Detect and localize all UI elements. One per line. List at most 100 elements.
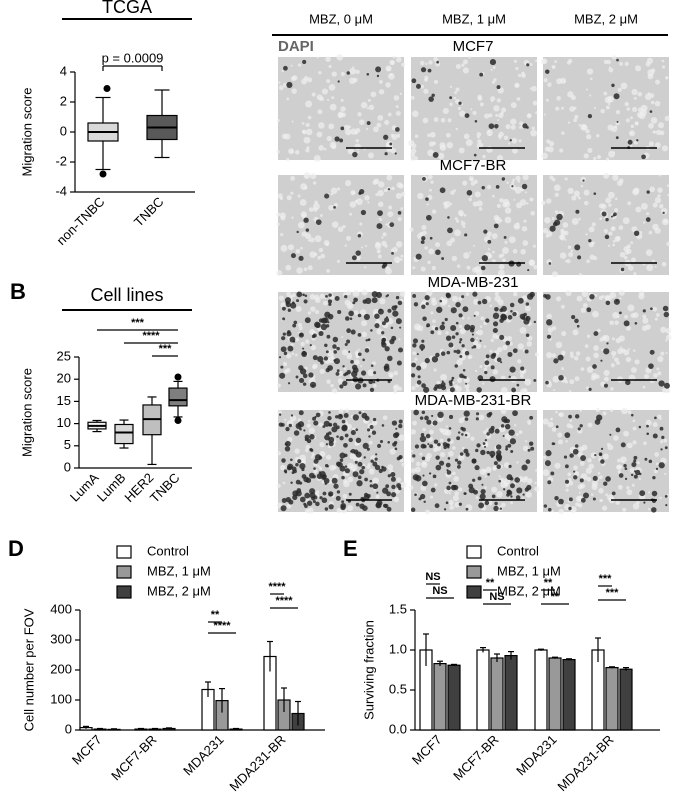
nucleus: [476, 443, 481, 448]
cell-ghost: [464, 383, 470, 389]
nucleus: [281, 336, 286, 341]
nucleus: [453, 485, 459, 491]
cell-ghost: [567, 187, 574, 195]
cell-ghost: [443, 201, 448, 206]
nucleus: [412, 343, 417, 348]
nucleus: [434, 327, 439, 331]
cell-ghost: [368, 152, 374, 159]
cell-ghost: [603, 228, 608, 234]
nucleus: [489, 59, 497, 66]
nucleus: [332, 422, 338, 427]
nucleus: [327, 313, 334, 320]
cell-ghost: [340, 106, 346, 112]
nucleus: [284, 442, 288, 446]
cell-ghost: [301, 78, 308, 85]
cell-ghost: [337, 226, 344, 233]
nucleus: [366, 73, 370, 76]
nucleus: [371, 297, 378, 304]
cell-ghost: [376, 122, 382, 128]
cell-ghost: [439, 451, 446, 458]
nucleus: [493, 505, 499, 512]
cell-ghost: [614, 208, 619, 213]
cell-ghost: [488, 133, 491, 136]
cell-ghost: [318, 70, 322, 75]
nucleus: [427, 68, 432, 73]
nucleus: [420, 240, 425, 245]
nucleus: [341, 475, 345, 480]
nucleus: [568, 497, 573, 502]
cell-ghost: [607, 444, 614, 451]
cell-ghost: [484, 486, 487, 490]
cell-ghost: [597, 328, 601, 333]
nucleus: [641, 154, 646, 160]
nucleus: [344, 294, 348, 299]
nucleus: [511, 185, 514, 188]
nucleus: [387, 308, 392, 313]
cell-ghost: [598, 488, 604, 494]
cell-ghost: [631, 88, 638, 96]
cell-ghost: [651, 259, 655, 263]
cell-ghost: [634, 65, 642, 72]
nucleus: [458, 313, 463, 318]
nucleus: [364, 348, 370, 353]
cell-ghost: [279, 212, 286, 219]
nucleus: [648, 363, 654, 369]
nucleus: [413, 302, 419, 307]
cell-ghost: [362, 410, 365, 413]
cell-ghost: [546, 352, 553, 359]
nucleus: [459, 338, 463, 342]
nucleus: [464, 492, 467, 495]
nucleus: [593, 331, 599, 336]
cell-ghost: [445, 132, 451, 138]
cell-ghost: [617, 87, 622, 92]
nucleus: [445, 462, 451, 468]
nucleus: [571, 315, 576, 320]
nucleus: [459, 355, 463, 359]
nucleus: [474, 465, 480, 471]
cell-ghost: [565, 483, 570, 488]
cell-ghost: [480, 316, 485, 321]
cell-ghost: [526, 202, 529, 205]
cell-ghost: [590, 493, 594, 496]
cell-ghost: [305, 233, 312, 240]
cell-ghost: [558, 412, 562, 417]
nucleus: [461, 295, 465, 299]
cell-ghost: [300, 341, 305, 347]
y-axis-label: Migration score: [19, 368, 34, 457]
nucleus: [372, 380, 376, 384]
cell-ghost: [472, 340, 479, 346]
cell-ghost: [566, 259, 571, 264]
nucleus: [336, 346, 340, 351]
cell-ghost: [441, 298, 448, 305]
nucleus: [465, 507, 469, 511]
nucleus: [337, 461, 343, 468]
nucleus: [298, 410, 304, 416]
cell-ghost: [288, 148, 295, 155]
nucleus: [420, 432, 425, 437]
nucleus: [447, 438, 451, 442]
cell-ghost: [459, 324, 463, 329]
nucleus: [530, 446, 535, 451]
cell-ghost: [547, 421, 554, 428]
nucleus: [422, 444, 427, 449]
y-axis-label: Surviving fraction: [361, 620, 376, 720]
nucleus: [383, 134, 389, 140]
nucleus: [287, 308, 292, 312]
cell-ghost: [431, 265, 436, 271]
cell-ghost: [618, 289, 625, 296]
y-tick-label: 300: [50, 631, 72, 646]
cell-ghost: [430, 311, 434, 315]
nucleus: [291, 466, 297, 472]
cell-ghost: [616, 315, 620, 318]
nucleus: [283, 65, 288, 71]
nucleus: [315, 219, 322, 226]
cell-ghost: [482, 154, 486, 159]
cell-ghost: [518, 430, 523, 435]
cell-ghost: [546, 231, 553, 237]
cell-ghost: [526, 478, 533, 484]
cell-ghost: [533, 265, 538, 270]
cell-ghost: [627, 348, 631, 351]
cell-ghost: [484, 113, 490, 119]
nucleus: [445, 293, 452, 299]
nucleus: [373, 371, 377, 375]
